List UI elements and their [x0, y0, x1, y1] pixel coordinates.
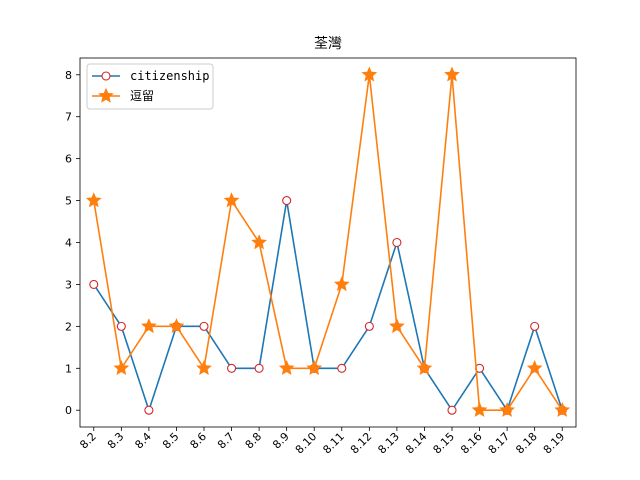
- data-point-circle: [89, 279, 99, 289]
- data-point-star: [278, 360, 295, 375]
- y-tick-label: 0: [65, 404, 72, 417]
- data-point-star: [251, 234, 267, 250]
- data-point-star: [223, 192, 240, 208]
- data-point-star: [361, 66, 378, 82]
- y-tick-label: 1: [65, 362, 72, 375]
- x-tick-label: 8.8: [243, 430, 265, 452]
- y-tick-label: 3: [65, 278, 72, 291]
- x-tick-label: 8.17: [486, 430, 513, 457]
- data-point-star: [85, 192, 102, 208]
- y-tick-label: 8: [65, 69, 72, 82]
- data-point-star: [168, 318, 185, 334]
- series-group: [85, 66, 571, 417]
- legend-circle-marker: [101, 71, 111, 81]
- y-tick-label: 2: [65, 320, 72, 333]
- legend: citizenship 逗留: [86, 63, 214, 110]
- x-tick-label: 8.3: [105, 430, 127, 452]
- x-tick-label: 8.9: [270, 430, 292, 452]
- data-point-circle: [116, 321, 126, 331]
- series-line: [93, 199, 563, 412]
- y-tick-label: 6: [65, 153, 72, 166]
- data-point-star: [333, 276, 350, 292]
- x-tick-label: 8.15: [431, 430, 458, 457]
- x-tick-label: 8.18: [513, 430, 540, 457]
- x-tick-label: 8.2: [77, 430, 99, 452]
- data-point-circle: [254, 363, 264, 373]
- x-tick-label: 8.19: [541, 430, 568, 457]
- legend-star-marker: [98, 87, 114, 103]
- plot-background: [80, 58, 576, 427]
- data-point-star: [113, 360, 130, 375]
- series-2: [85, 66, 571, 417]
- y-tick-label: 5: [65, 195, 72, 208]
- data-point-circle: [364, 321, 374, 331]
- data-point-circle: [282, 196, 292, 206]
- data-point-star: [141, 318, 157, 334]
- legend-label: citizenship: [130, 69, 209, 83]
- x-tick-label: 8.13: [375, 430, 402, 457]
- plot-area: [80, 58, 576, 427]
- data-point-circle: [199, 321, 209, 331]
- data-point-circle: [530, 321, 540, 331]
- data-point-star: [471, 401, 488, 417]
- legend-entry-2: 逗留: [92, 87, 154, 103]
- x-tick-label: 8.7: [215, 430, 237, 452]
- data-point-star: [554, 401, 571, 417]
- data-point-star: [196, 360, 212, 375]
- data-point-star: [306, 360, 323, 375]
- data-point-star: [444, 66, 460, 82]
- data-point-star: [389, 318, 405, 334]
- legend-entry-1: citizenship: [92, 69, 209, 83]
- x-tick-label: 8.4: [132, 430, 154, 452]
- data-point-star: [499, 401, 515, 417]
- chart-title: 荃灣: [314, 35, 342, 52]
- data-point-circle: [392, 237, 402, 248]
- x-tick-label: 8.6: [188, 430, 210, 452]
- data-point-circle: [447, 405, 457, 415]
- x-tick-label: 8.16: [458, 430, 485, 457]
- data-point-star: [526, 360, 543, 375]
- legend-label: 逗留: [130, 89, 154, 103]
- x-tick-label: 8.5: [160, 430, 182, 452]
- y-tick-label: 7: [65, 111, 72, 124]
- x-tick-label: 8.12: [348, 430, 375, 457]
- x-tick-label: 8.11: [320, 430, 347, 457]
- y-tick-label: 4: [65, 237, 72, 250]
- data-point-circle: [227, 363, 237, 373]
- data-point-circle: [337, 363, 347, 373]
- x-tick-label: 8.14: [403, 430, 430, 457]
- data-point-circle: [144, 405, 154, 415]
- x-tick-label: 8.10: [293, 430, 320, 457]
- data-point-star: [416, 360, 433, 375]
